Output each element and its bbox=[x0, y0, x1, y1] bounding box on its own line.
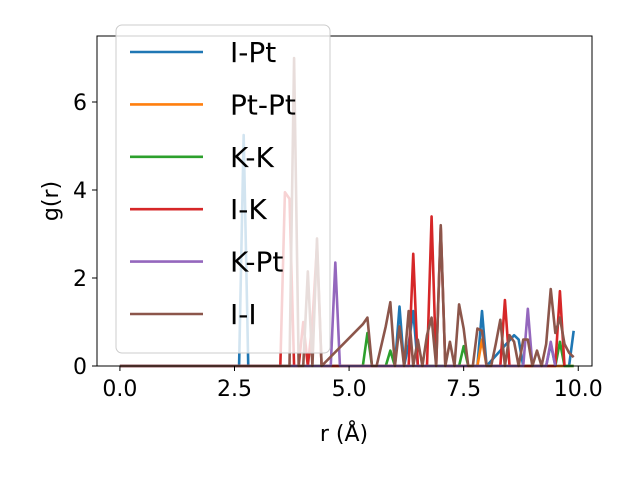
y-tick-label: 6 bbox=[73, 91, 87, 116]
x-tick-label: 7.5 bbox=[446, 377, 481, 402]
y-axis: 0 2 4 6 bbox=[73, 91, 97, 380]
series-line-k-pt bbox=[119, 261, 557, 368]
x-axis: 0.0 2.5 5.0 7.5 10.0 bbox=[102, 366, 603, 402]
legend-label-k-pt: K-Pt bbox=[230, 246, 283, 279]
x-tick-label: 0.0 bbox=[102, 377, 137, 402]
x-tick-label: 10.0 bbox=[554, 377, 603, 402]
legend-label-i-k: I-K bbox=[230, 193, 267, 226]
x-axis-label: r (Å) bbox=[320, 420, 368, 447]
legend-label-i-i: I-I bbox=[230, 298, 257, 331]
axes-spines bbox=[96, 35, 593, 367]
x-tick-label: 5.0 bbox=[332, 377, 367, 402]
legend: I-Pt Pt-Pt K-K I-K K-Pt I-I bbox=[115, 24, 331, 354]
legend-box bbox=[115, 24, 331, 354]
y-axis-label: g(r) bbox=[39, 181, 64, 221]
y-tick-label: 2 bbox=[73, 267, 87, 292]
y-tick-label: 4 bbox=[73, 179, 87, 204]
x-tick-label: 2.5 bbox=[217, 377, 252, 402]
y-tick-label: 0 bbox=[73, 355, 87, 380]
legend-label-i-pt: I-Pt bbox=[230, 36, 276, 69]
legend-label-k-k: K-K bbox=[230, 141, 275, 174]
legend-label-pt-pt: Pt-Pt bbox=[230, 88, 296, 121]
plot-frame bbox=[96, 35, 593, 367]
